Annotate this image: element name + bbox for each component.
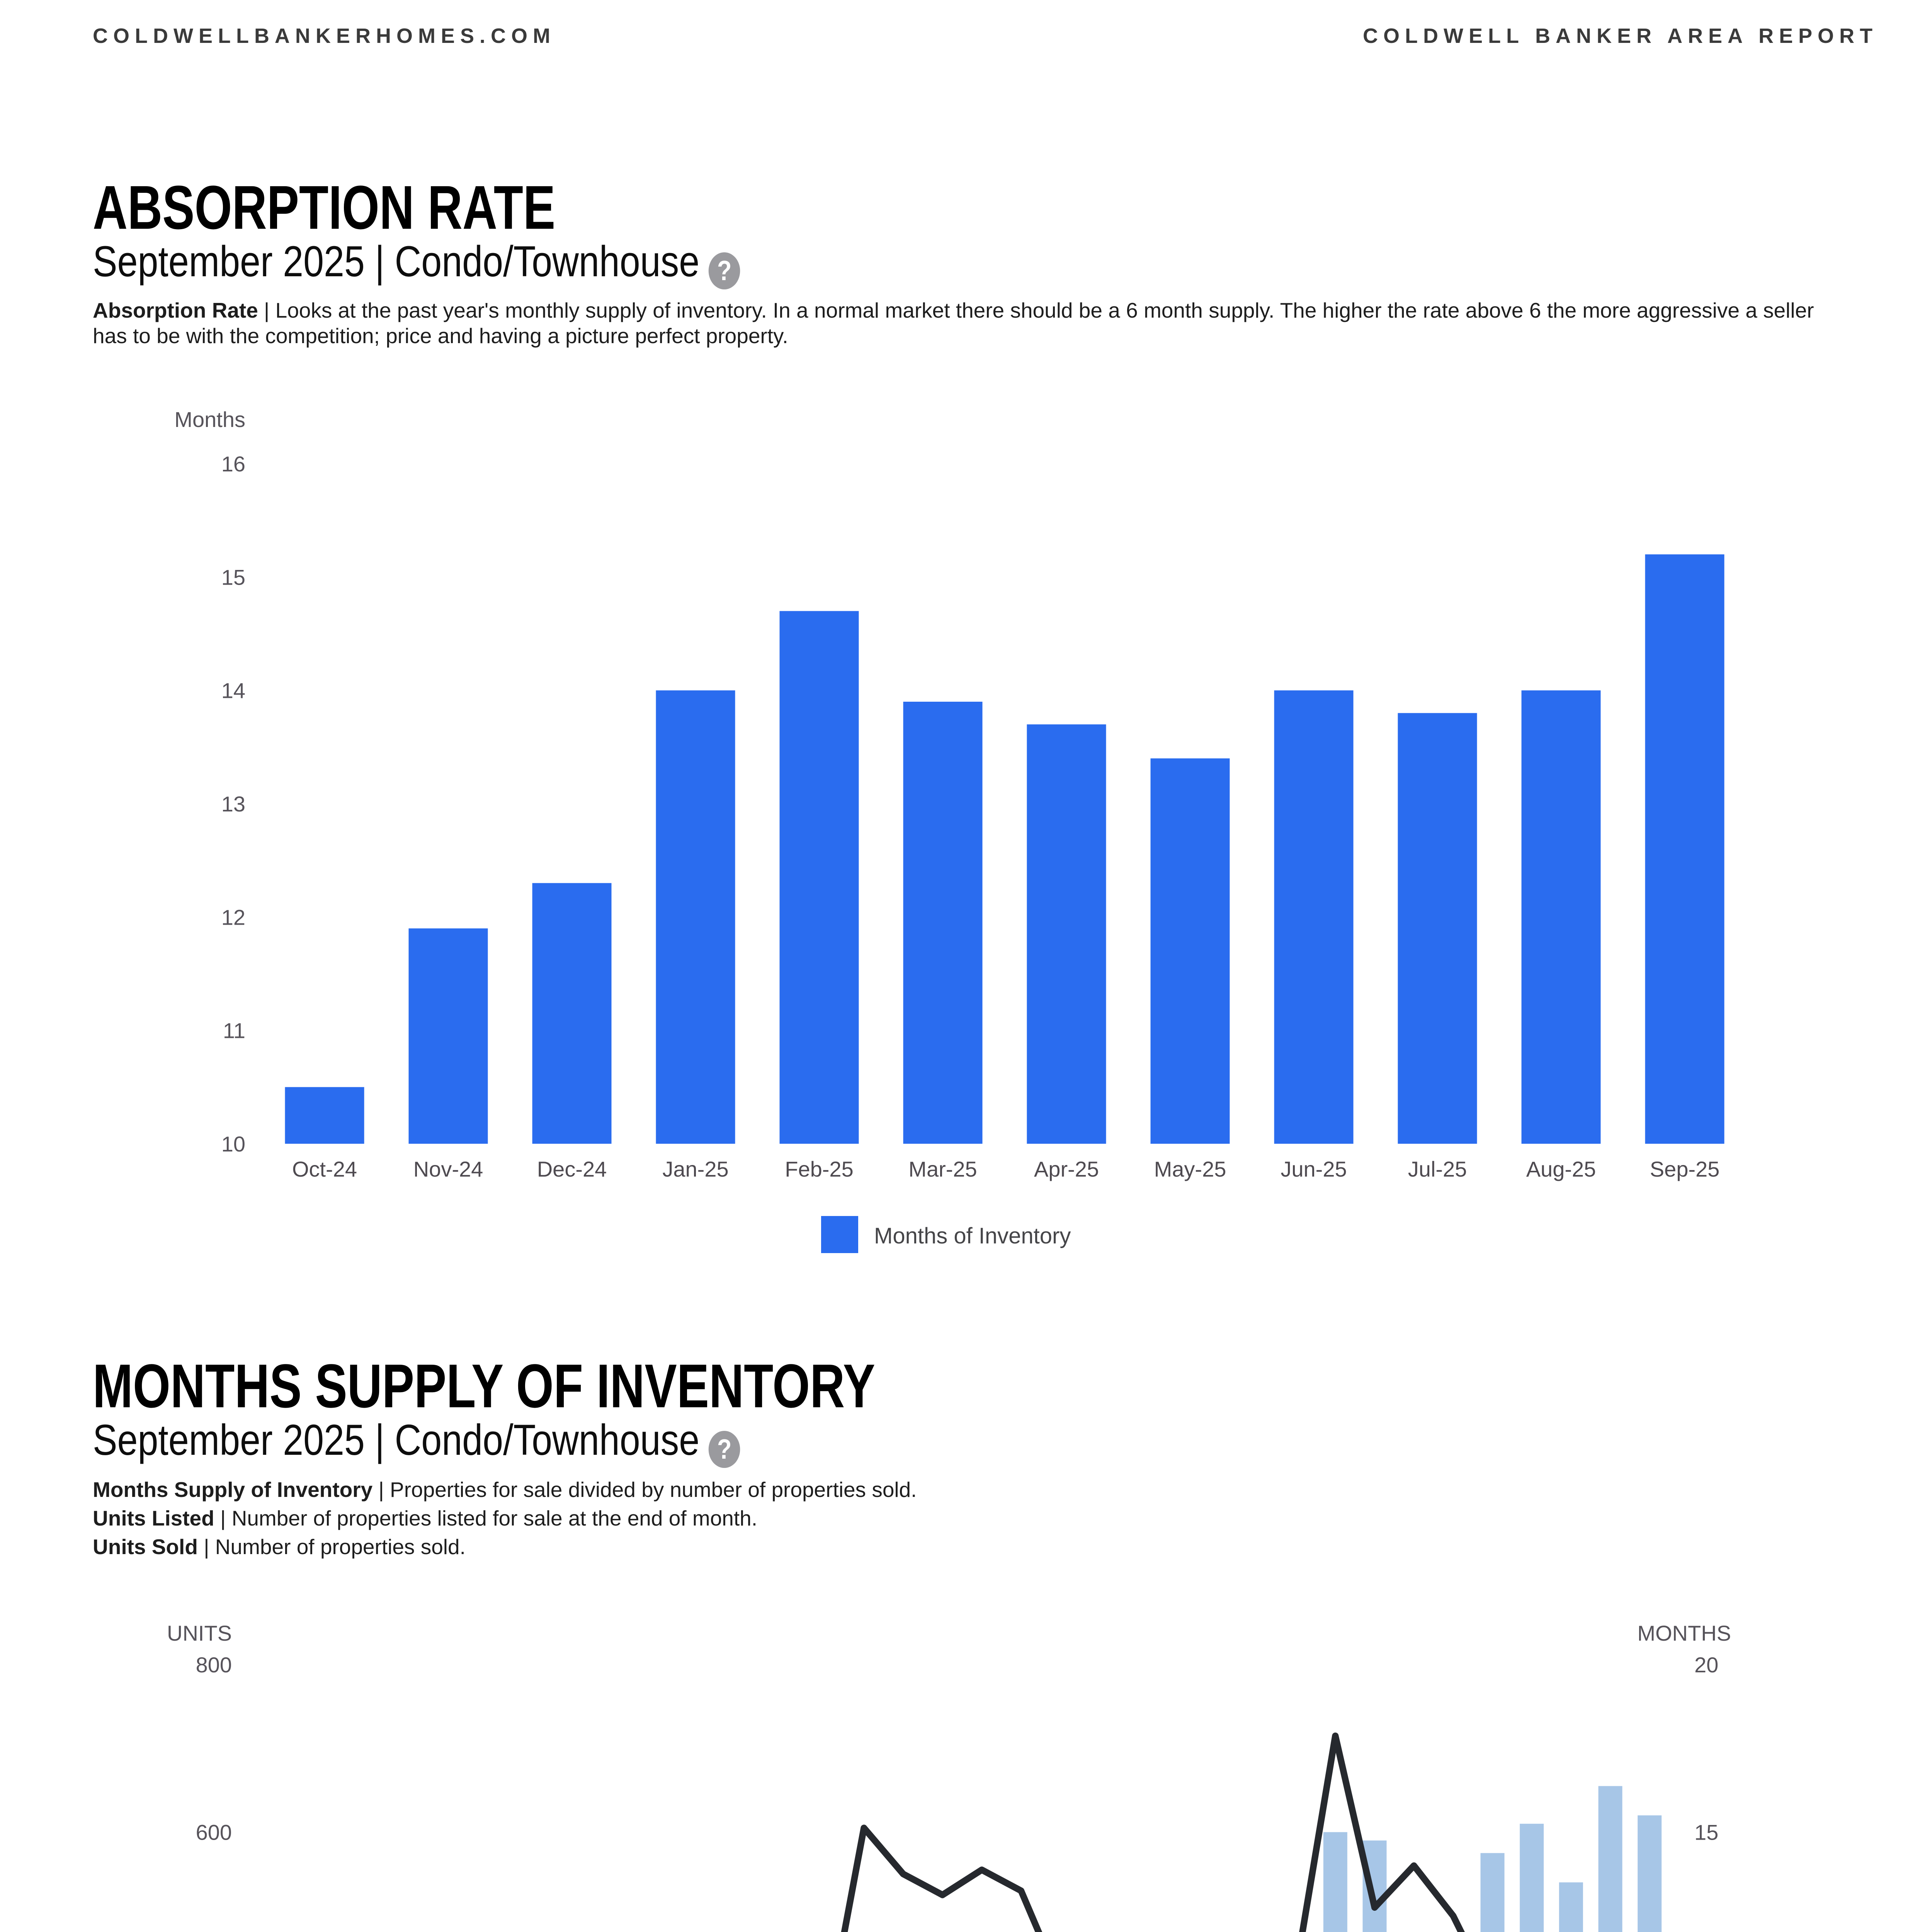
report-name: COLDWELL BANKER AREA REPORT — [1363, 24, 1878, 48]
description-lead: Units Listed — [93, 1506, 214, 1530]
months-supply-chart: UNITS0200400600800MONTHS0101520FiveMonth… — [167, 1621, 1731, 1932]
x-axis-label: Mar-25 — [908, 1157, 977, 1181]
description-lead: Units Sold — [93, 1535, 198, 1559]
y-axis-tick: 11 — [223, 1019, 245, 1043]
months-of-inventory-bar — [1645, 554, 1725, 1144]
months-supply-description: Months Supply of Inventory | Properties … — [93, 1477, 1816, 1563]
x-axis-label: May-25 — [1154, 1157, 1226, 1181]
y-axis-tick: 10 — [221, 1132, 245, 1156]
above-5-months-bar — [1362, 1840, 1387, 1932]
months-of-inventory-bar — [779, 611, 859, 1144]
months-of-inventory-bar — [1150, 758, 1230, 1144]
absorption-rate-chart: Months 10 11 12 13 14 15 16 Oct-24 Nov-24 Dec-24 Ja… — [174, 407, 1725, 1253]
chart-legend: Months of Inventory — [821, 1216, 1071, 1253]
x-axis-label: Apr-25 — [1034, 1157, 1099, 1181]
x-axis-label: Dec-24 — [537, 1157, 607, 1181]
site-url: COLDWELLBANKERHOMES.COM — [93, 24, 556, 48]
months-of-inventory-bar — [1521, 690, 1601, 1144]
legend-label: Months of Inventory — [874, 1223, 1071, 1248]
subtitle-text: September 2025 | Condo/Townhouse — [93, 1416, 700, 1464]
x-axis-label: Nov-24 — [413, 1157, 483, 1181]
description-lead: Months Supply of Inventory — [93, 1478, 373, 1502]
y-axis-title: Months — [174, 407, 245, 432]
above-5-months-bar — [1638, 1815, 1662, 1932]
help-icon[interactable]: ? — [708, 1431, 740, 1468]
x-axis-label: Oct-24 — [292, 1157, 357, 1181]
months-of-inventory-bar — [1274, 690, 1354, 1144]
left-axis-tick: 800 — [196, 1653, 232, 1677]
x-axis-label: Feb-25 — [785, 1157, 853, 1181]
y-axis-tick: 16 — [221, 452, 245, 476]
section-subtitle-months-supply: September 2025 | Condo/Townhouse? — [93, 1415, 740, 1468]
y-axis-tick: 12 — [221, 905, 245, 929]
description-body: | Number of properties sold. — [197, 1535, 466, 1559]
page-header: COLDWELLBANKERHOMES.COM COLDWELL BANKER … — [93, 24, 1878, 48]
y-axis-tick: 14 — [221, 679, 245, 703]
above-5-months-bar — [1520, 1823, 1544, 1932]
months-of-inventory-bar — [1398, 713, 1477, 1144]
help-icon[interactable]: ? — [708, 252, 740, 289]
above-5-months-bar — [1598, 1786, 1622, 1932]
left-axis-title: UNITS — [167, 1621, 232, 1645]
description-body: | Looks at the past year's monthly suppl… — [93, 298, 1814, 348]
above-5-months-bar — [1559, 1882, 1583, 1932]
months-of-inventory-bar — [903, 702, 983, 1144]
description-body: | Properties for sale divided by number … — [372, 1478, 917, 1502]
months-of-inventory-bar — [408, 928, 488, 1144]
section-title-months-supply: MONTHS SUPPLY OF INVENTORY — [93, 1351, 875, 1420]
legend-swatch-months-of-inventory — [821, 1216, 858, 1253]
months-of-inventory-bar — [1027, 724, 1106, 1144]
above-5-months-bar — [1480, 1853, 1505, 1932]
absorption-rate-description: Absorption Rate | Looks at the past year… — [93, 298, 1816, 352]
above-5-months-bar — [1323, 1832, 1347, 1932]
subtitle-text: September 2025 | Condo/Townhouse — [93, 237, 700, 286]
x-axis-label: Jul-25 — [1408, 1157, 1467, 1181]
months-of-inventory-bar — [285, 1087, 364, 1144]
x-axis-label: Aug-25 — [1526, 1157, 1596, 1181]
description-body: | Number of properties listed for sale a… — [214, 1506, 758, 1530]
months-of-inventory-bar — [532, 883, 612, 1144]
supply-bars — [1323, 1786, 1662, 1932]
description-lead: Absorption Rate — [93, 298, 258, 322]
y-axis-tick: 15 — [221, 565, 245, 589]
months-of-inventory-bar — [656, 690, 735, 1144]
x-axis-label: Jun-25 — [1281, 1157, 1347, 1181]
left-axis-tick: 600 — [196, 1820, 232, 1845]
y-axis-tick: 13 — [221, 792, 245, 816]
section-subtitle-absorption-rate: September 2025 | Condo/Townhouse? — [93, 236, 740, 289]
right-axis-title: MONTHS — [1637, 1621, 1731, 1645]
inventory-bars — [285, 554, 1725, 1144]
x-axis-label: Jan-25 — [662, 1157, 728, 1181]
x-axis-label: Sep-25 — [1650, 1157, 1720, 1181]
section-title-absorption-rate: ABSORPTION RATE — [93, 173, 556, 242]
units-listed-line — [841, 1732, 1465, 1932]
right-axis-tick: 15 — [1694, 1820, 1718, 1845]
right-axis-tick: 20 — [1694, 1653, 1718, 1677]
